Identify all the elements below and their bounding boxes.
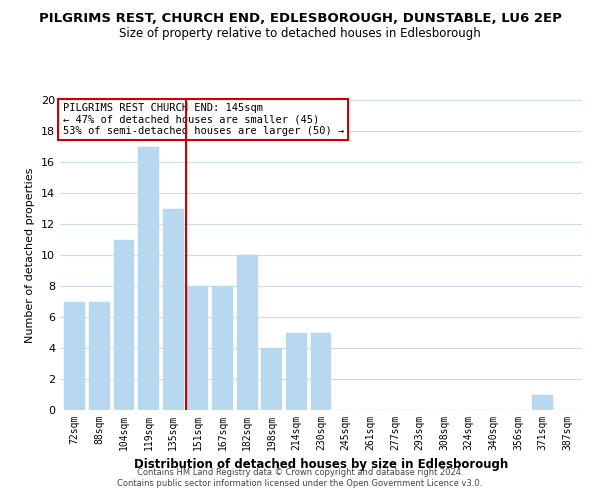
Bar (261, 348, 282, 410)
Text: PILGRIMS REST CHURCH END: 145sqm
← 47% of detached houses are smaller (45)
53% o: PILGRIMS REST CHURCH END: 145sqm ← 47% o… (62, 103, 344, 136)
Text: Size of property relative to detached houses in Edlesborough: Size of property relative to detached ho… (119, 28, 481, 40)
Bar (113, 240, 134, 410)
Bar (163, 208, 184, 410)
Bar (236, 255, 257, 410)
Text: Contains HM Land Registry data © Crown copyright and database right 2024.
Contai: Contains HM Land Registry data © Crown c… (118, 468, 482, 487)
Bar (212, 286, 233, 410)
Y-axis label: Number of detached properties: Number of detached properties (25, 168, 35, 342)
Bar (532, 394, 553, 410)
Bar (187, 286, 208, 410)
Bar (89, 302, 110, 410)
X-axis label: Distribution of detached houses by size in Edlesborough: Distribution of detached houses by size … (134, 458, 508, 471)
Bar (311, 332, 331, 410)
Bar (64, 302, 85, 410)
Text: PILGRIMS REST, CHURCH END, EDLESBOROUGH, DUNSTABLE, LU6 2EP: PILGRIMS REST, CHURCH END, EDLESBOROUGH,… (38, 12, 562, 26)
Bar (138, 146, 159, 410)
Bar (286, 332, 307, 410)
